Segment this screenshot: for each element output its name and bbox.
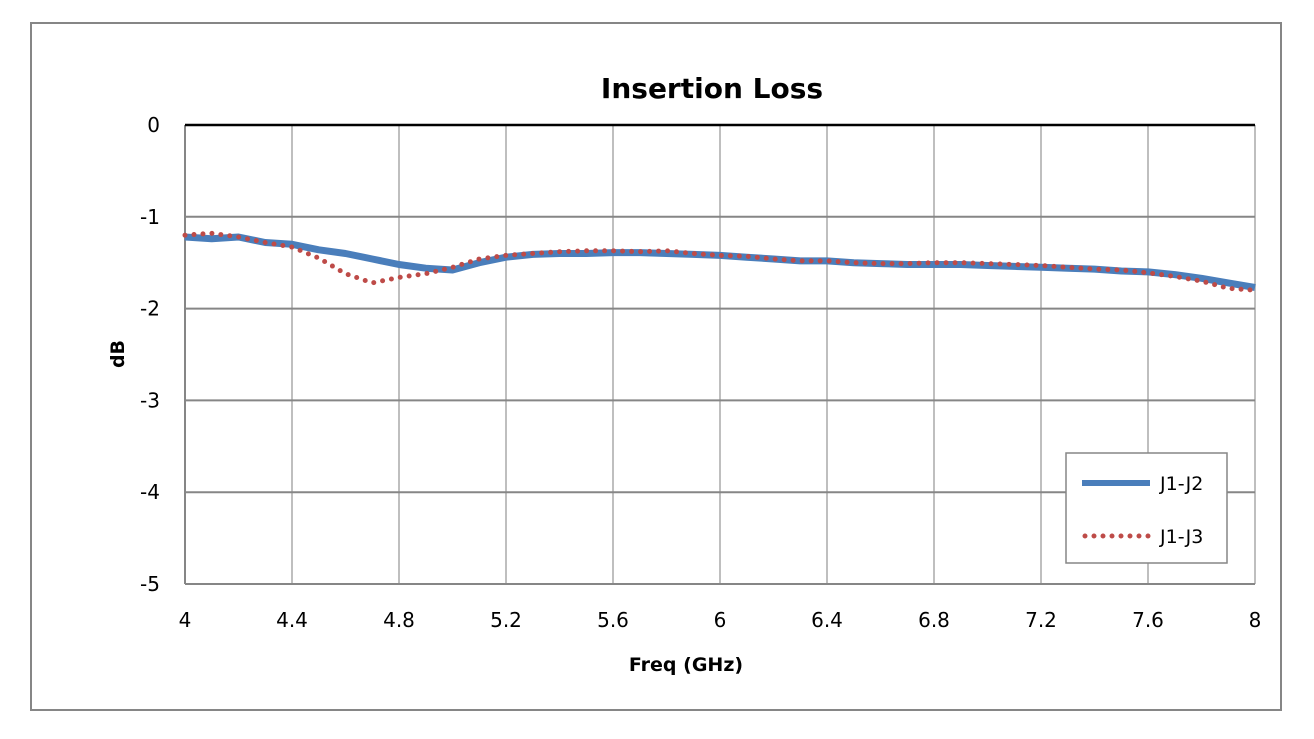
x-tick-label: 7.6 [1132, 608, 1164, 632]
y-tick-label: -5 [140, 572, 160, 596]
x-tick-label: 4.4 [276, 608, 308, 632]
x-tick-label: 6.4 [811, 608, 843, 632]
chart-title: Insertion Loss [601, 72, 823, 105]
x-tick-label: 4.8 [383, 608, 415, 632]
y-axis-label: dB [107, 340, 129, 368]
x-tick-label: 6.8 [918, 608, 950, 632]
legend-box [1065, 452, 1228, 564]
x-tick-label: 4 [179, 608, 192, 632]
x-tick-label: 5.2 [490, 608, 522, 632]
x-tick-label: 8 [1249, 608, 1262, 632]
series-j1-j3-line [182, 230, 1258, 293]
y-tick-label: -1 [140, 205, 160, 229]
x-tick-label: 7.2 [1025, 608, 1057, 632]
legend-label-j1-j2: J1-J2 [1159, 473, 1203, 495]
x-axis-label: Freq (GHz) [629, 654, 743, 676]
x-tick-label: 5.6 [597, 608, 629, 632]
legend-label-j1-j3: J1-J3 [1159, 526, 1203, 548]
legend: J1-J2 J1-J3 [1065, 452, 1228, 564]
y-tick-label: 0 [147, 113, 160, 137]
y-tick-label: -2 [140, 297, 160, 321]
y-tick-label: -4 [140, 480, 160, 504]
x-tick-label: 6 [714, 608, 727, 632]
y-tick-label: -3 [140, 388, 160, 412]
chart-frame [30, 22, 1282, 711]
